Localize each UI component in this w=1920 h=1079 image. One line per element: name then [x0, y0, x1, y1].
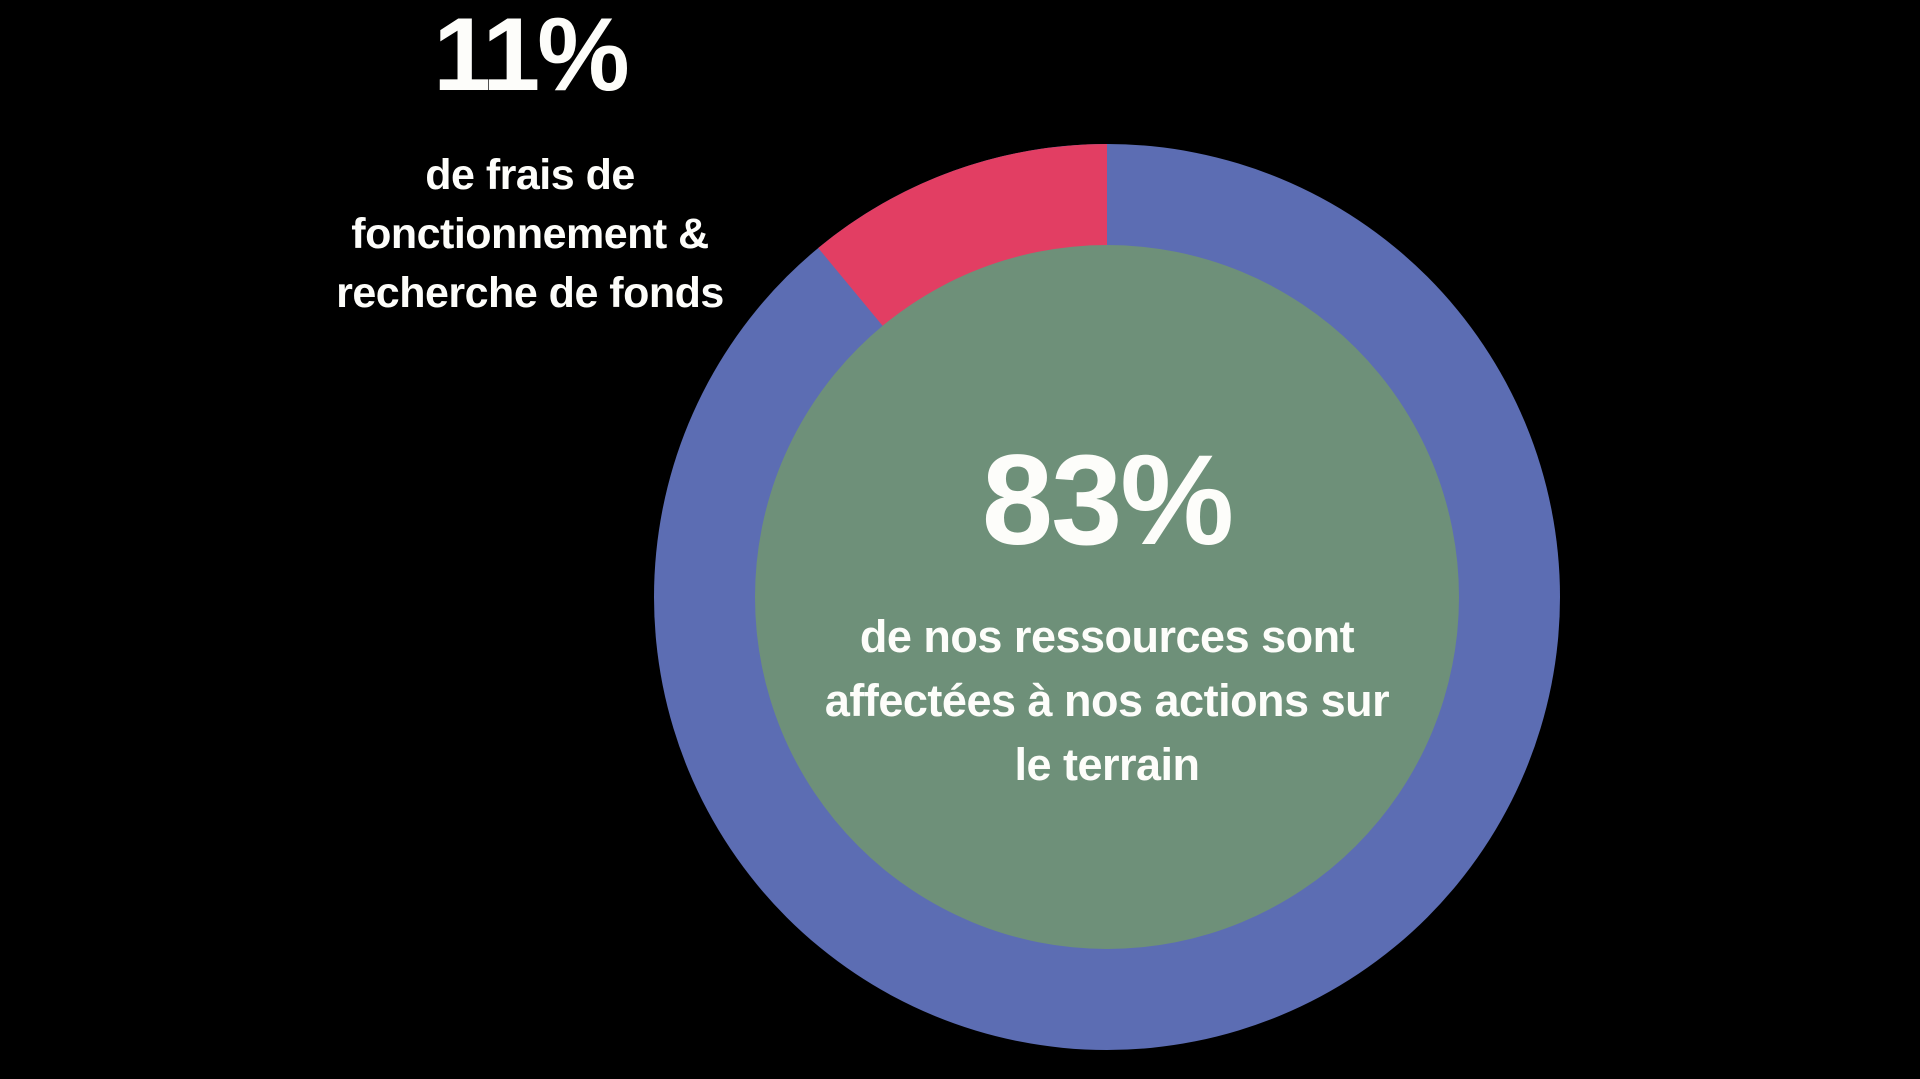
left-stat-label-line: de frais de	[425, 151, 635, 199]
center-stat-label-line: de nos ressources sont	[859, 611, 1355, 662]
center-stat-value: 83%	[981, 429, 1234, 572]
donut-center-circle	[755, 245, 1459, 949]
left-stat-value: 11%	[433, 0, 629, 113]
left-stat-label-line: recherche de fonds	[336, 269, 724, 317]
center-stat-label-line: le terrain	[1014, 739, 1200, 790]
center-stat-label: de nos ressources sont affectées à nos a…	[807, 605, 1407, 797]
left-stat-label: de frais de fonctionnement & recherche d…	[205, 146, 855, 323]
left-stat-block: 11% de frais de fonctionnement & recherc…	[205, 0, 855, 323]
left-stat-label-line: fonctionnement &	[351, 210, 709, 258]
center-stat-label-line: affectées à nos actions sur	[824, 675, 1390, 726]
center-stat-block: 83% de nos ressources sont affectées à n…	[807, 437, 1407, 797]
